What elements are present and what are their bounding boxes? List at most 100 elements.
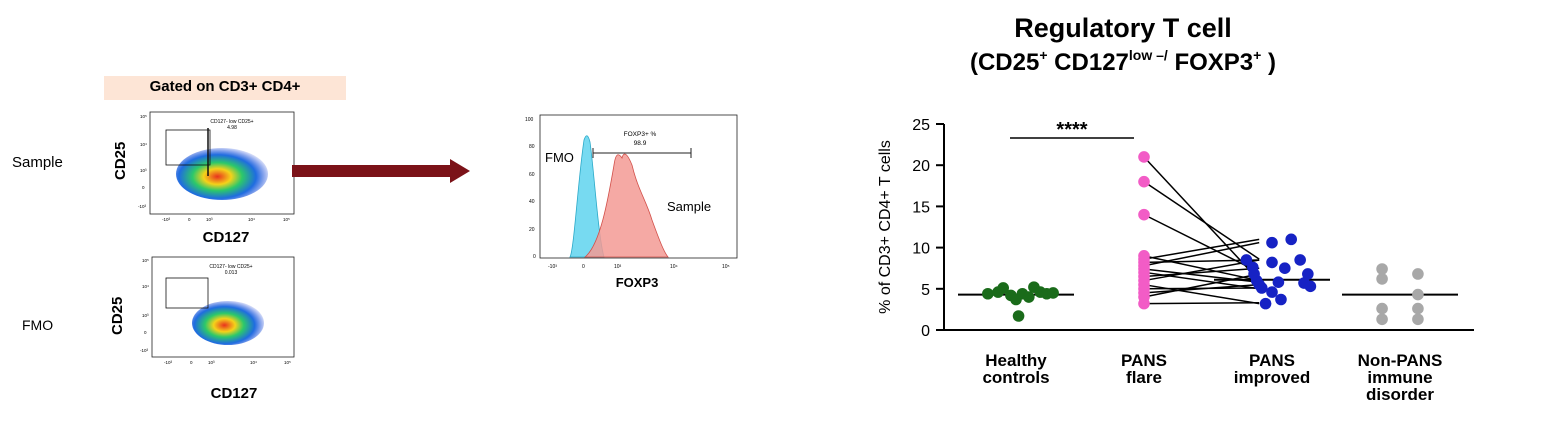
fmo-gate	[165, 277, 209, 309]
data-point	[1023, 291, 1035, 303]
x-category-label-line: Non-PANS	[1358, 351, 1443, 370]
fmo-density-cloud	[192, 301, 264, 345]
x-category-label-line: improved	[1234, 368, 1311, 387]
sample-gate-text: CD127- low CD25+	[210, 119, 253, 125]
data-point	[1255, 282, 1268, 294]
sample-density-cloud	[176, 148, 268, 200]
sample-plot-frame	[149, 111, 295, 215]
data-point	[1412, 302, 1424, 315]
subtitle-part: CD127	[1048, 49, 1129, 76]
y-tick-label: 0	[921, 323, 930, 340]
data-point	[1412, 313, 1424, 326]
chart-y-axis-label: % of CD3+ CD4+ T cells	[877, 140, 894, 314]
histogram-xtick: 0	[582, 264, 585, 270]
histogram-ytick: 40	[529, 199, 535, 205]
x-category-label-line: flare	[1126, 368, 1162, 387]
sample-histogram-fill	[583, 153, 669, 258]
paired-line	[1143, 259, 1260, 282]
histogram-ytick: 20	[529, 227, 535, 233]
data-point	[1138, 151, 1150, 163]
data-point	[1412, 288, 1424, 301]
paired-line	[1143, 238, 1260, 260]
subtitle-part: FOXP3	[1168, 49, 1253, 76]
data-point	[1376, 273, 1388, 285]
sample-xtick: 10⁵	[283, 217, 290, 222]
fmo-gate-text: CD127- low CD25+	[209, 264, 252, 270]
data-point	[1012, 310, 1025, 322]
data-point	[1285, 233, 1297, 246]
fmo-gate-value: 0.013	[225, 270, 238, 276]
chart-title: Regulatory T cell	[1014, 13, 1232, 43]
gating-header-label: Gated on CD3+ CD4+	[149, 78, 301, 95]
arrow-shaft	[292, 165, 452, 177]
sample-x-axis-label: CD127	[203, 229, 250, 246]
data-point	[1138, 208, 1150, 221]
paired-line	[1143, 181, 1260, 260]
sample-ytick: 10⁵	[140, 114, 147, 119]
subtitle-sup: +	[1039, 47, 1047, 63]
data-point	[1266, 256, 1278, 269]
histogram-ytick: 100	[525, 117, 534, 123]
x-category-label-line: controls	[982, 368, 1049, 387]
sample-xtick: 10³	[206, 217, 213, 222]
histogram-ytick: 60	[529, 172, 535, 178]
histogram-ytick: 80	[529, 144, 535, 150]
data-point	[982, 287, 994, 300]
data-point	[1138, 175, 1150, 188]
histogram-gate-text: FOXP3+ %	[624, 131, 657, 138]
subtitle-part: )	[1261, 49, 1276, 76]
data-point	[1294, 254, 1306, 266]
paired-line	[1143, 255, 1260, 282]
fmo-xtick: 0	[190, 360, 193, 365]
x-category-label-line: immune	[1367, 368, 1432, 387]
data-point	[1266, 286, 1278, 298]
data-point	[1275, 293, 1287, 306]
data-point	[997, 282, 1009, 294]
sample-xtick: 10⁴	[248, 217, 255, 222]
fmo-plot-frame	[151, 256, 295, 358]
sample-ytick: 10⁴	[140, 142, 147, 147]
data-point	[1376, 302, 1388, 315]
fmo-ytick: 10⁴	[142, 284, 149, 289]
fmo-xtick: 10⁵	[284, 360, 291, 365]
histogram-frame	[539, 114, 738, 259]
x-category-label: PANS flare	[1121, 351, 1167, 387]
paired-line	[1143, 283, 1260, 305]
x-category-label: Non-PANS immune disorder	[1358, 351, 1443, 404]
x-category-label-line: disorder	[1366, 385, 1434, 404]
y-tick-label: 15	[912, 199, 930, 216]
subtitle-sup: +	[1253, 47, 1261, 63]
histogram-xtick: 10³	[614, 264, 622, 270]
histogram-x-axis-label: FOXP3	[616, 275, 659, 290]
x-category-label: Healthy controls	[982, 351, 1049, 387]
fmo-ytick: -10³	[140, 348, 149, 353]
sample-row-label: Sample	[12, 154, 63, 171]
histogram-xtick: 10⁵	[722, 264, 730, 270]
fmo-row-label: FMO	[22, 317, 54, 333]
sample-y-axis-label: CD25	[112, 142, 129, 180]
data-point	[1259, 297, 1272, 310]
data-point	[1272, 276, 1285, 289]
paired-line	[1143, 241, 1260, 267]
histogram-gate-value: 98.9	[634, 140, 647, 147]
paired-line	[1143, 273, 1260, 298]
data-point	[1412, 268, 1424, 280]
histogram-ytick: 0	[533, 254, 536, 260]
y-tick-label: 20	[912, 158, 930, 175]
histogram-fmo-label: FMO	[545, 150, 574, 165]
significance-label: ****	[1056, 119, 1087, 141]
fmo-x-axis-label: CD127	[211, 385, 258, 402]
fmo-y-axis-label: CD25	[109, 297, 126, 335]
y-tick-label: 25	[912, 117, 930, 134]
arrow-head	[450, 159, 470, 183]
fmo-xtick: 10³	[208, 360, 215, 365]
paired-line	[1143, 283, 1260, 294]
sample-ytick: -10³	[138, 204, 147, 209]
y-tick-label: 10	[912, 241, 930, 258]
paired-line	[1143, 267, 1260, 278]
fmo-histogram-fill	[569, 135, 605, 258]
sample-xtick: -10³	[162, 217, 171, 222]
data-point	[1047, 287, 1059, 299]
